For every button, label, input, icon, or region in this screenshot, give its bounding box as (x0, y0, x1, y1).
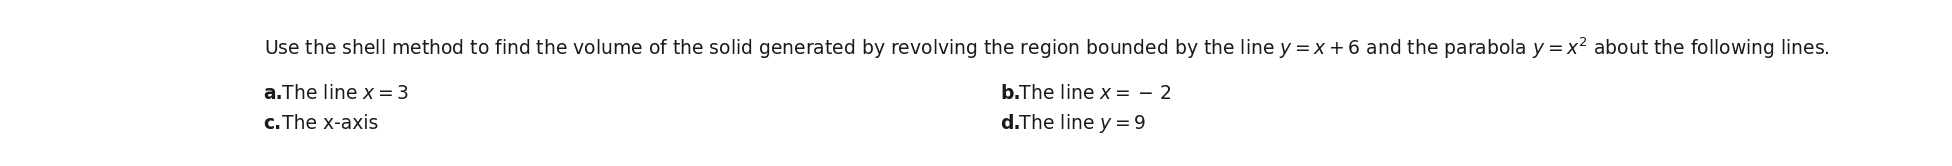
Text: b.: b. (1001, 83, 1021, 103)
Text: d.: d. (1001, 114, 1021, 133)
Text: The line $x = 3$: The line $x = 3$ (275, 83, 410, 103)
Text: The x-axis: The x-axis (275, 114, 379, 133)
Text: a.: a. (264, 83, 283, 103)
Text: Use the shell method to find the volume of the solid generated by revolving the : Use the shell method to find the volume … (264, 35, 1829, 61)
Text: The line $x = -\,2$: The line $x = -\,2$ (1013, 83, 1171, 103)
Text: c.: c. (264, 114, 281, 133)
Text: The line $y = 9$: The line $y = 9$ (1013, 112, 1146, 135)
